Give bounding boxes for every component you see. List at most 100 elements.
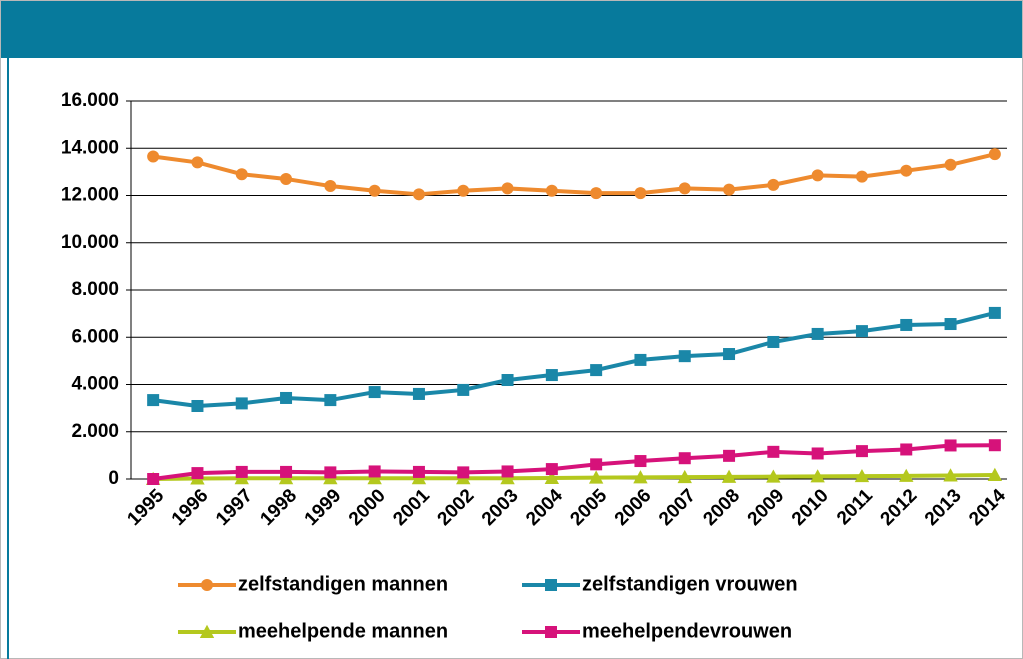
legend-label: meehelpende mannen <box>238 620 448 642</box>
point <box>855 445 868 458</box>
point <box>900 443 913 456</box>
point <box>944 158 957 171</box>
point <box>147 473 160 485</box>
point <box>766 469 781 483</box>
point <box>678 182 691 195</box>
y-tick-label: 10.000 <box>61 232 119 253</box>
point <box>723 348 736 361</box>
point <box>855 325 868 338</box>
point <box>501 374 514 387</box>
point <box>721 469 737 483</box>
point <box>678 350 691 363</box>
y-tick-label: 2.000 <box>71 421 119 442</box>
point <box>590 458 603 471</box>
point <box>147 394 160 407</box>
point <box>944 439 957 452</box>
point <box>280 465 293 478</box>
point <box>634 455 647 468</box>
point <box>147 150 160 163</box>
point <box>324 180 337 193</box>
point <box>235 397 248 410</box>
point <box>545 184 558 197</box>
point <box>943 468 958 482</box>
point <box>324 466 337 479</box>
point <box>191 399 204 412</box>
point <box>457 184 470 197</box>
point <box>412 387 425 400</box>
legend-label: meehelpendevrouwen <box>582 620 792 642</box>
legend-marker <box>201 579 213 591</box>
series-line <box>152 152 996 197</box>
y-tick-label: 6.000 <box>71 326 119 347</box>
point <box>900 318 913 331</box>
point <box>501 182 514 195</box>
point <box>235 168 248 181</box>
point <box>944 318 957 331</box>
point <box>723 449 736 462</box>
point <box>368 386 381 399</box>
legend-item: meehelpendevrouwen <box>522 620 792 642</box>
point <box>412 188 425 201</box>
point <box>590 364 603 377</box>
series-line <box>152 443 995 481</box>
point <box>987 467 1003 481</box>
point <box>280 391 293 404</box>
point <box>811 447 824 460</box>
point <box>457 383 470 396</box>
point <box>988 439 1001 452</box>
point <box>633 470 648 484</box>
point <box>412 465 425 478</box>
point <box>988 306 1001 319</box>
legend-item: meehelpende mannen <box>178 620 448 642</box>
point <box>900 164 913 177</box>
point <box>855 170 868 183</box>
point <box>544 470 560 485</box>
point <box>811 169 824 182</box>
point <box>590 187 603 200</box>
y-tick-label: 16.000 <box>61 90 119 111</box>
point <box>723 183 736 196</box>
legend-marker <box>545 626 557 638</box>
point <box>457 466 470 479</box>
y-tick-label: 14.000 <box>61 137 119 158</box>
point <box>280 172 293 185</box>
point <box>767 178 780 191</box>
point <box>854 468 870 483</box>
point <box>767 335 780 348</box>
point <box>500 471 515 485</box>
series-line <box>153 472 995 481</box>
point <box>678 452 691 465</box>
point <box>368 184 381 197</box>
point <box>767 445 780 458</box>
point <box>501 465 514 478</box>
legend-item: zelfstandigen mannen <box>178 573 448 595</box>
point <box>191 467 204 480</box>
y-tick-label: 0 <box>108 468 119 489</box>
header-bar <box>1 1 1022 58</box>
point <box>324 394 337 407</box>
point <box>368 465 381 478</box>
point <box>811 327 824 340</box>
point <box>235 465 248 478</box>
y-tick-label: 8.000 <box>71 279 119 300</box>
legend-marker <box>545 579 557 591</box>
legend-label: zelfstandigen mannen <box>238 573 448 595</box>
legend-marker <box>199 624 215 638</box>
legend-item: zelfstandigen vrouwen <box>522 573 798 595</box>
point <box>988 148 1001 161</box>
y-tick-label: 12.000 <box>61 185 119 206</box>
y-tick-label: 4.000 <box>71 374 119 395</box>
point <box>677 469 692 484</box>
point <box>588 470 604 484</box>
legend-label: zelfstandigen vrouwen <box>582 573 798 595</box>
series-line <box>152 310 996 408</box>
point <box>634 187 647 200</box>
point <box>367 471 382 485</box>
point <box>810 469 825 483</box>
point <box>545 463 558 476</box>
point <box>191 156 204 169</box>
point <box>634 353 647 366</box>
point <box>545 369 558 382</box>
